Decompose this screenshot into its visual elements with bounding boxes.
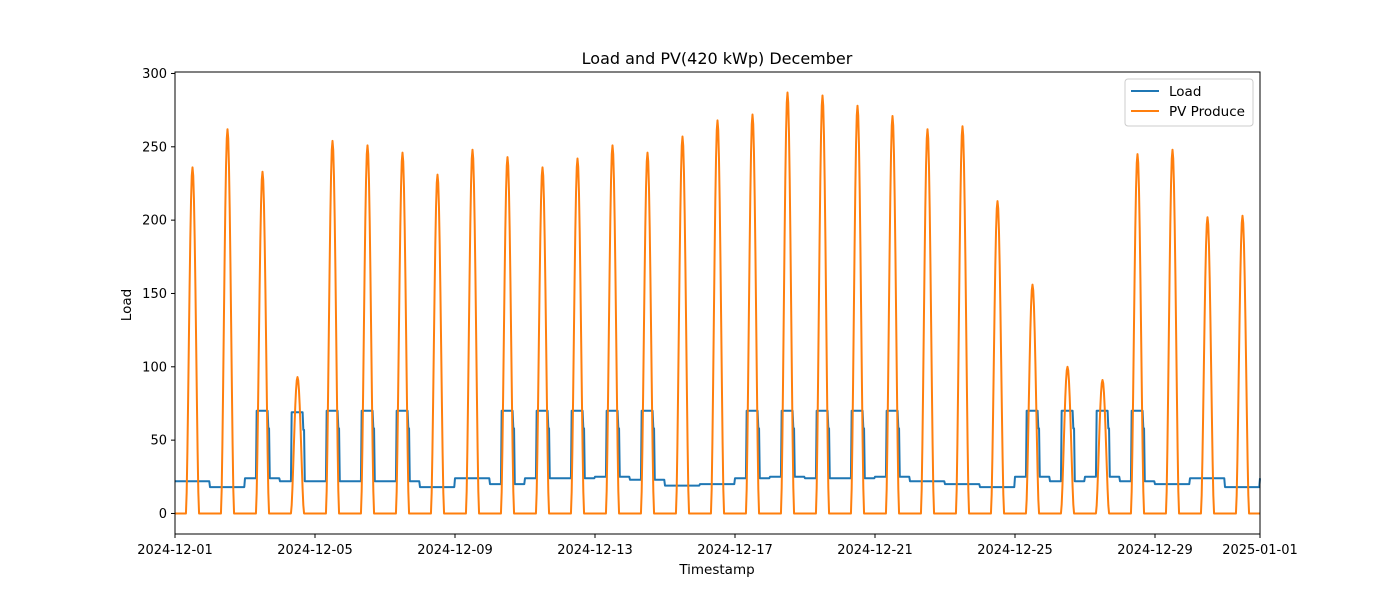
x-tick-label: 2024-12-01 (137, 543, 213, 558)
chart-title: Load and PV(420 kWp) December (582, 49, 853, 68)
y-tick-label: 200 (142, 214, 167, 229)
x-tick-label: 2024-12-13 (557, 543, 633, 558)
x-axis-label: Timestamp (678, 562, 754, 578)
plot-frame (174, 71, 1261, 535)
x-tick-label: 2024-12-17 (697, 543, 773, 558)
y-tick-label: 50 (150, 434, 167, 449)
x-tick-label: 2024-12-21 (837, 543, 913, 558)
y-tick-label: 250 (142, 140, 167, 155)
legend: Load PV Produce (1124, 78, 1254, 127)
y-tick-label: 100 (142, 360, 167, 375)
x-tick-label: 2025-01-01 (1222, 543, 1298, 558)
x-tick-label: 2024-12-25 (977, 543, 1053, 558)
legend-label-load: Load (1169, 84, 1201, 100)
y-tick-label: 150 (142, 287, 167, 302)
y-axis-label: Load (119, 289, 135, 321)
x-tick-label: 2024-12-09 (417, 543, 493, 558)
plot-area (174, 91, 1261, 515)
y-axis: 0 50 100 150 200 250 300 (142, 67, 175, 522)
series-line-load (174, 409, 1261, 489)
x-tick-label: 2024-12-05 (277, 543, 353, 558)
x-axis: 2024-12-01 2024-12-05 2024-12-09 2024-12-13… (137, 534, 1298, 558)
x-tick-label: 2024-12-29 (1117, 543, 1193, 558)
legend-label-pv: PV Produce (1169, 104, 1245, 120)
series-line-pv-produce (174, 91, 1261, 515)
y-tick-label: 0 (159, 507, 167, 522)
y-tick-label: 300 (142, 67, 167, 82)
